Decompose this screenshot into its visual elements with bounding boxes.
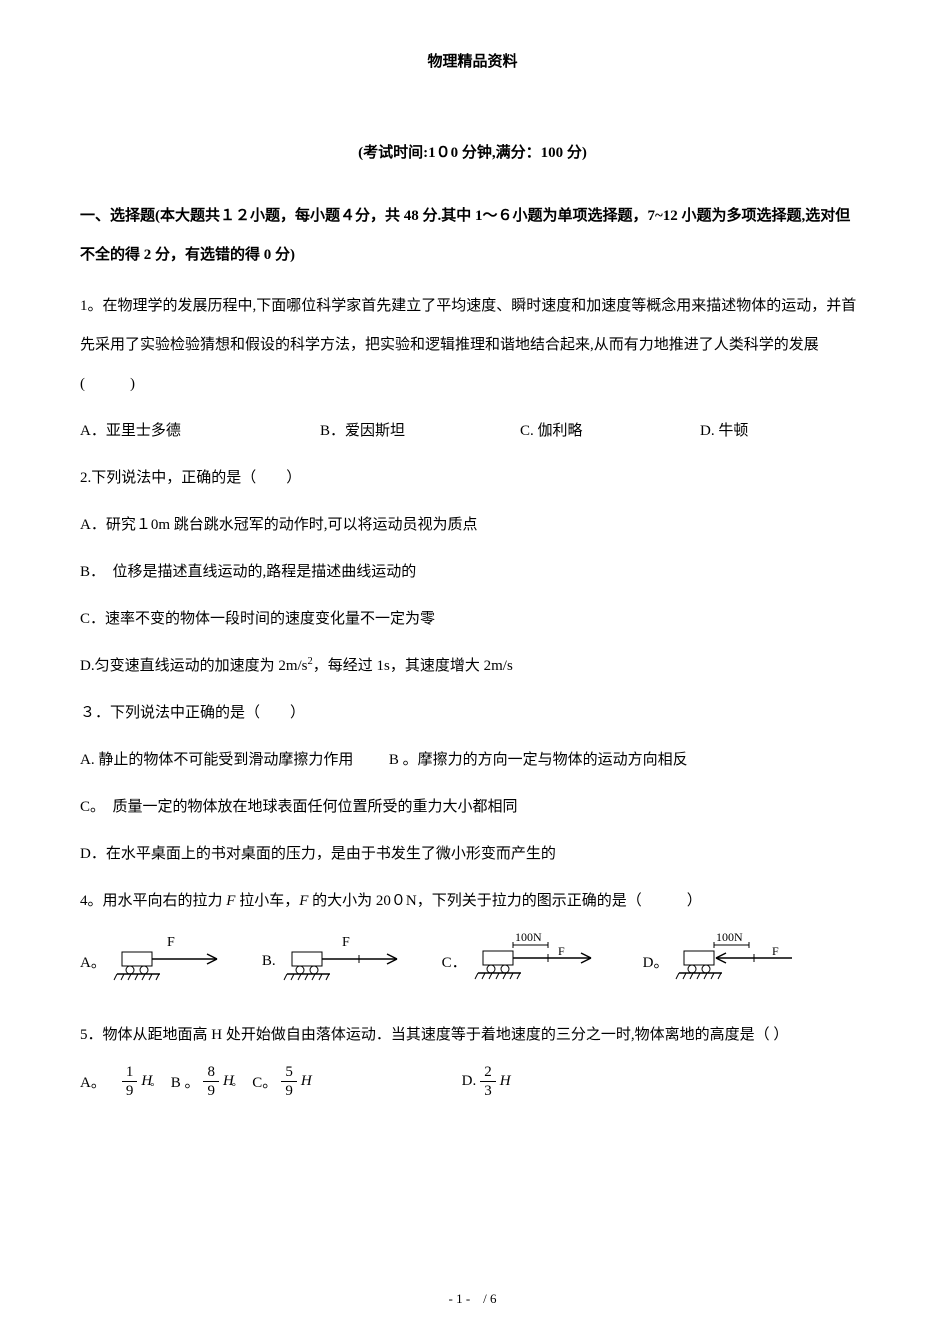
q4-prefix: 4。用水平向右的拉力 [80,893,226,909]
hatch-a [114,974,159,980]
q1-opt-b: B．爱因斯坦 [320,412,520,451]
wheel-d2 [702,965,710,973]
hatch-d [676,973,721,979]
wheel-a1 [126,966,134,974]
wheel-c1 [487,965,495,973]
q5-b-frac: 8 9 [203,1063,219,1100]
exam-info: (考试时间:1０0 分钟,满分：100 分) [80,141,865,162]
q5-c-num: 5 [281,1063,297,1082]
q5-b-deg: 。 [232,1074,243,1089]
q5-c-var: H [301,1073,312,1090]
q5-a-label: A。 [80,1071,106,1092]
q3-opt-b: B 。摩擦力的方向一定与物体的运动方向相反 [389,752,688,768]
q5-opt-b: B 。 8 9 H 。 [171,1063,243,1100]
q5-d-label: D. [462,1073,477,1090]
q4-opt-d-label: D。 [643,951,669,972]
force-label-c: F [558,944,565,958]
wheel-d1 [688,965,696,973]
q1-opt-d: D. 牛顿 [700,412,748,451]
q3-opt-d: D．在水平桌面上的书对桌面的压力，是由于书发生了微小形变而产生的 [80,835,865,874]
q4-opt-c-label: C． [442,951,467,972]
q5-a-deg: 。 [150,1074,161,1089]
q2-opt-d: D.匀变速直线运动的加速度为 2m/s2，每经过 1s，其速度增大 2m/s [80,647,865,686]
q5-d-frac: 2 3 [480,1063,496,1100]
force-label-d: F [772,944,779,958]
q2-opt-b: B． 位移是描述直线运动的,路程是描述曲线运动的 [80,553,865,592]
q5-a-den: 9 [122,1082,138,1100]
q1-text: 1。在物理学的发展历程中,下面哪位科学家首先建立了平均速度、瞬时速度和加速度等概… [80,287,865,404]
q5-d-num: 2 [480,1063,496,1082]
q2-opt-a: A．研究１0m 跳台跳水冠军的动作时,可以将运动员视为质点 [80,506,865,545]
q5-b-num: 8 [203,1063,219,1082]
wheel-a2 [140,966,148,974]
q5-opt-d: D. 2 3 H [462,1063,511,1100]
q5-a-num: 1 [122,1063,138,1082]
q3-opt-c: C。 质量一定的物体放在地球表面任何位置所受的重力大小都相同 [80,788,865,827]
wheel-b1 [296,966,304,974]
q2-opt-c: C．速率不变的物体一段时间的速度变化量不一定为零 [80,600,865,639]
q1-opt-a: A．亚里士多德 [80,412,320,451]
wheel-b2 [310,966,318,974]
q5-opt-c: C。 5 9 H [252,1063,311,1100]
q4-F2: F [299,893,308,909]
q4-opt-a-label: A。 [80,951,106,972]
q5-c-label: C。 [252,1071,277,1092]
q4-opt-d-diagram: 100N F [674,931,814,991]
q5-d-var: H [500,1073,511,1090]
hatch-b [284,974,329,980]
cart-body-c [483,951,513,965]
q4-options-row: A。 F B. F [80,931,865,991]
cart-body-a [122,952,152,966]
page-container: 物理精品资料 (考试时间:1０0 分钟,满分：100 分) 一、选择题(本大题共… [0,0,945,1337]
q5-b-den: 9 [203,1082,219,1100]
document-header: 物理精品资料 [80,50,865,71]
q1-options: A．亚里士多德 B．爱因斯坦 C. 伽利略 D. 牛顿 [80,412,865,451]
wheel-c2 [501,965,509,973]
q5-text: 5．物体从距地面高 H 处开始做自由落体运动．当其速度等于着地速度的三分之一时,… [80,1016,865,1055]
q3-opt-ab: A. 静止的物体不可能受到滑动摩擦力作用 B 。摩擦力的方向一定与物体的运动方向… [80,741,865,780]
q4-opt-b-label: B. [262,953,276,970]
cart-body-d [684,951,714,965]
q1-opt-c: C. 伽利略 [520,412,700,451]
force-label-a: F [167,935,175,950]
q5-options-row: A。 1 9 H 。 B 。 8 9 H 。 C。 5 9 H [80,1063,865,1100]
page-footer: - 1 - / 6 [0,1288,945,1307]
section-1-title: 一、选择题(本大题共１２小题，每小题４分，共 48 分.其中 1～６小题为单项选… [80,197,865,275]
q2-opt-d-prefix: D.匀变速直线运动的加速度为 2m/s [80,658,308,674]
q4-opt-b-diagram: F [282,934,412,989]
q2-text: 2.下列说法中，正确的是（ ） [80,459,865,498]
scale-label-d: 100N [716,931,743,944]
q3-opt-a: A. 静止的物体不可能受到滑动摩擦力作用 [80,752,353,768]
q4-mid2: 的大小为 20０N，下列关于拉力的图示正确的是（ ） [308,893,701,909]
q2-opt-d-suffix: ，每经过 1s，其速度增大 2m/s [313,658,513,674]
q3-text: ３．下列说法中正确的是（ ） [80,694,865,733]
hatch-c [475,973,520,979]
scale-label-c: 100N [515,931,542,944]
cart-body-b [292,952,322,966]
q4-mid1: 拉小车， [235,893,299,909]
q5-a-frac: 1 9 [122,1063,138,1100]
force-label-b: F [342,935,350,950]
q5-c-den: 9 [281,1082,297,1100]
q5-d-den: 3 [480,1082,496,1100]
q5-opt-a: A。 1 9 H 。 [80,1063,161,1100]
q4-opt-c-diagram: 100N F [473,931,613,991]
q5-b-label: B 。 [171,1071,200,1092]
q4-text: 4。用水平向右的拉力 F 拉小车，F 的大小为 20０N，下列关于拉力的图示正确… [80,882,865,921]
q5-c-frac: 5 9 [281,1063,297,1100]
q4-opt-a-diagram: F [112,934,232,989]
